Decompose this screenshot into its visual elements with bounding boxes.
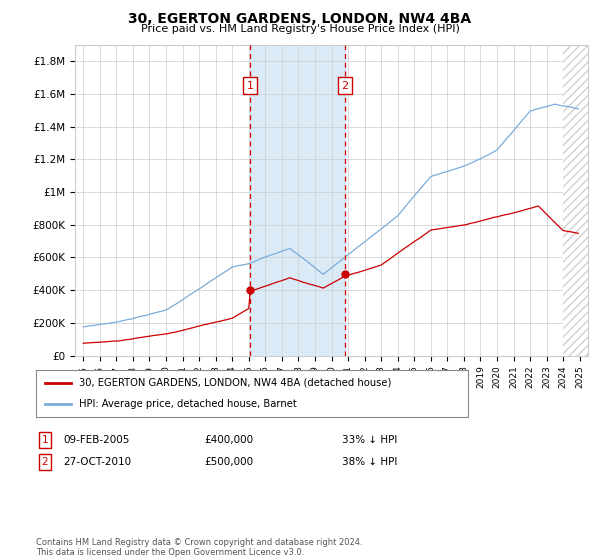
Text: 2: 2 [41,457,49,467]
Text: 33% ↓ HPI: 33% ↓ HPI [342,435,397,445]
Text: 30, EGERTON GARDENS, LONDON, NW4 4BA (detached house): 30, EGERTON GARDENS, LONDON, NW4 4BA (de… [79,378,392,388]
Text: 38% ↓ HPI: 38% ↓ HPI [342,457,397,467]
Text: £400,000: £400,000 [204,435,253,445]
Text: 1: 1 [247,81,254,91]
Bar [250,45,345,356]
Bar [563,45,588,356]
Text: £500,000: £500,000 [204,457,253,467]
Text: 09-FEB-2005: 09-FEB-2005 [63,435,130,445]
Text: HPI: Average price, detached house, Barnet: HPI: Average price, detached house, Barn… [79,399,297,409]
Text: 30, EGERTON GARDENS, LONDON, NW4 4BA: 30, EGERTON GARDENS, LONDON, NW4 4BA [128,12,472,26]
Text: 1: 1 [41,435,49,445]
Text: Price paid vs. HM Land Registry's House Price Index (HPI): Price paid vs. HM Land Registry's House … [140,24,460,34]
Bar [563,45,588,356]
Text: 2: 2 [341,81,349,91]
Text: Contains HM Land Registry data © Crown copyright and database right 2024.
This d: Contains HM Land Registry data © Crown c… [36,538,362,557]
Text: 27-OCT-2010: 27-OCT-2010 [63,457,131,467]
